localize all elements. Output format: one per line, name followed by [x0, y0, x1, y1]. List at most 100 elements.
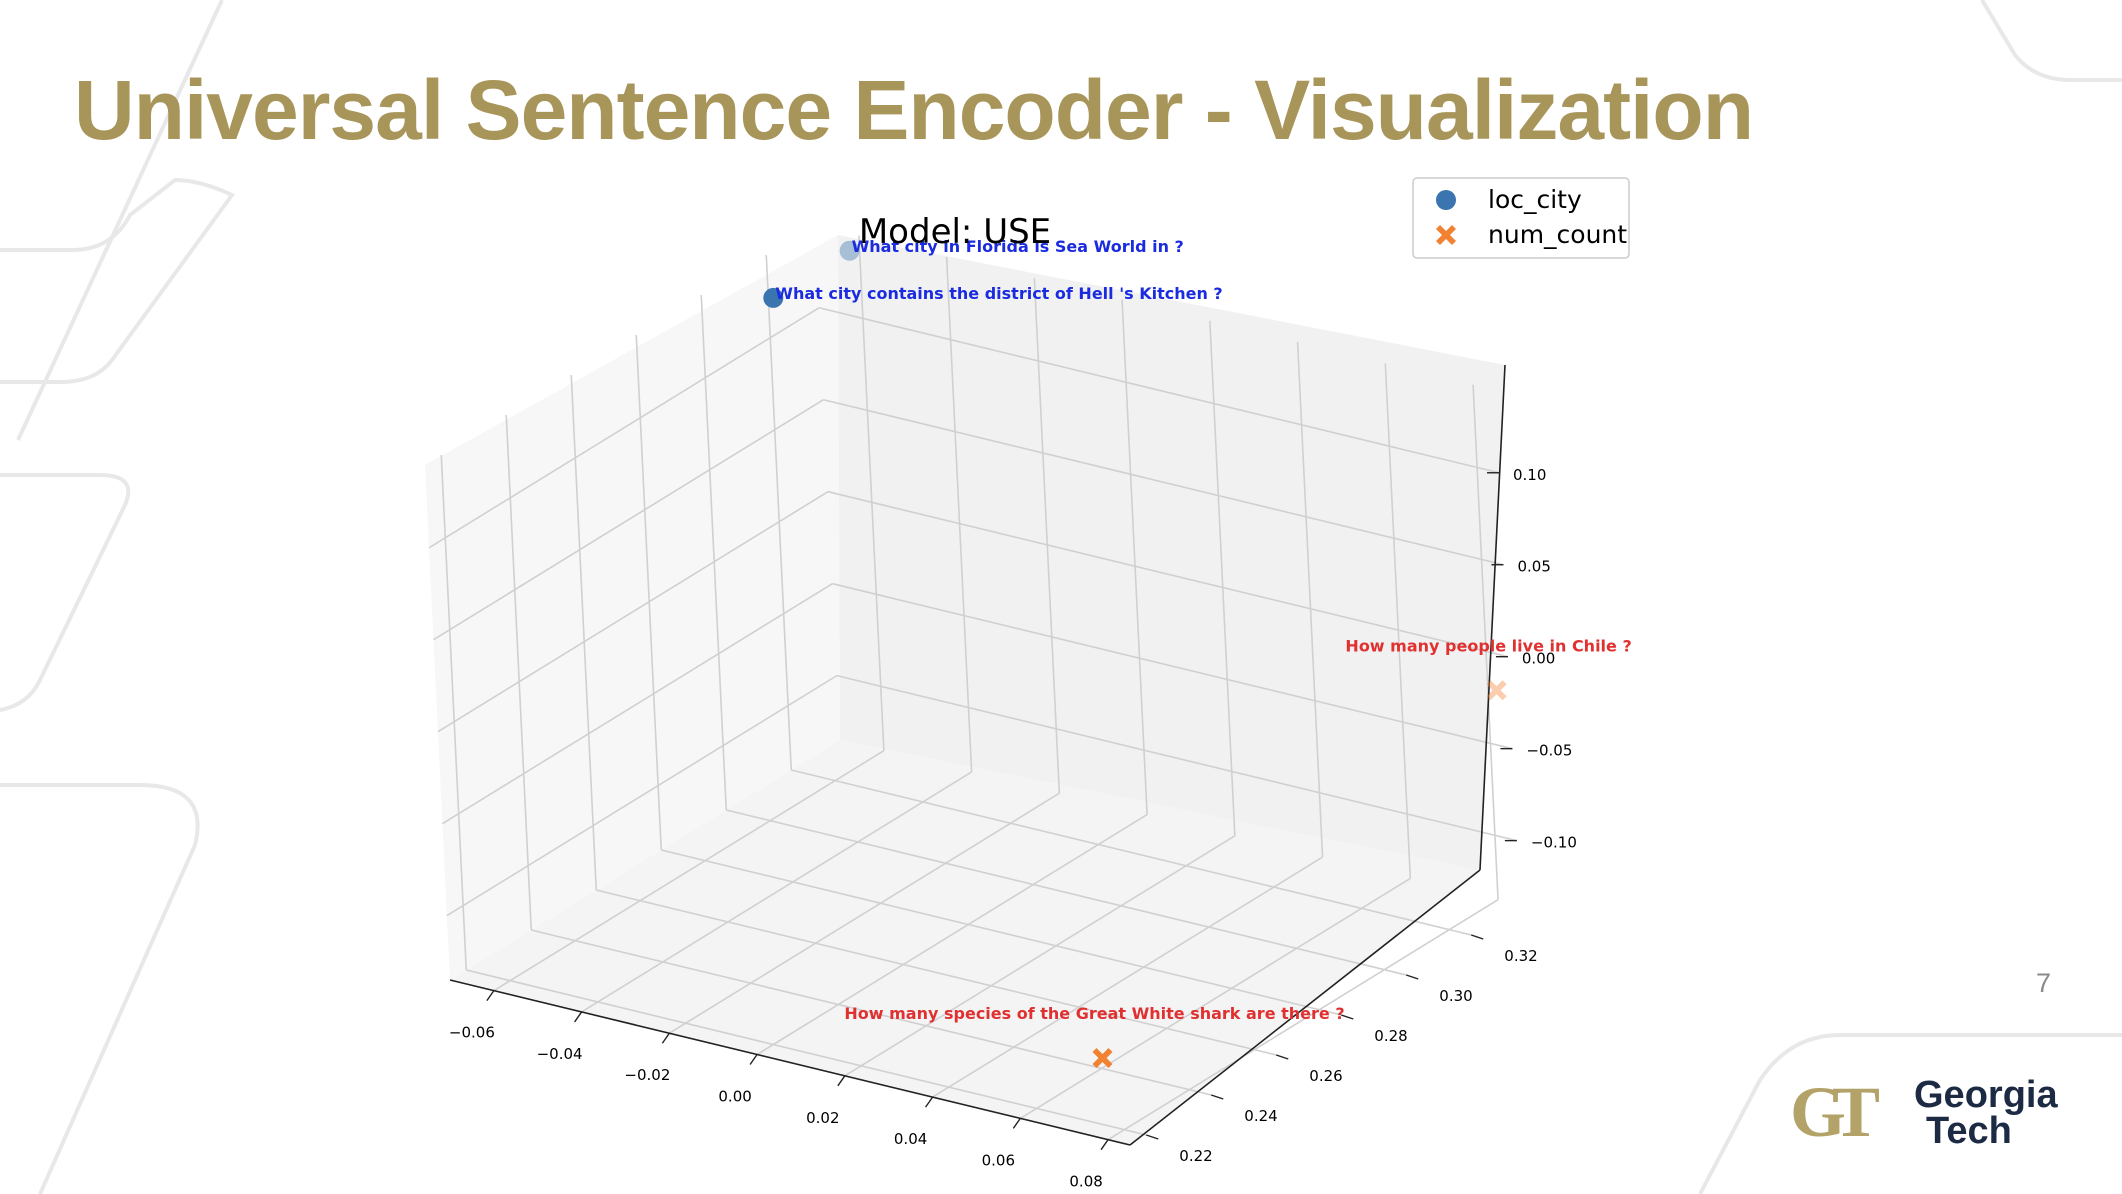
gridline-z-left [428, 307, 820, 549]
num-count-point-0-label: How many species of the Great White shar… [844, 1004, 1344, 1023]
gridline-x-back [1296, 342, 1324, 858]
y-tick-mark [1471, 934, 1484, 940]
loc-city-point-1 [839, 240, 860, 261]
left-wall-pane [425, 235, 840, 980]
gridline-z-left [433, 399, 824, 641]
gridline-z-back [836, 674, 1518, 842]
data-points [763, 240, 1507, 1068]
gridline-x-back [1472, 384, 1499, 900]
gridline-z-back [827, 490, 1509, 658]
gridlines [428, 235, 1518, 1141]
num-count-point-1 [1486, 680, 1507, 701]
gridline-y-floor [531, 929, 1212, 1096]
gridline-x-floor [844, 835, 1236, 1077]
y-tick-label: 0.30 [1439, 987, 1472, 1005]
legend-marker-loc-city [1436, 190, 1456, 210]
gridline-y-floor [726, 809, 1407, 976]
y-tick-label: 0.32 [1504, 947, 1537, 965]
gridline-z-left [437, 491, 829, 733]
point-annotations: What city contains the district of Hell … [775, 237, 1631, 1023]
gridline-x-back [1121, 299, 1148, 815]
x-tick-mark [661, 1032, 670, 1044]
floor-pane [450, 740, 1480, 1145]
z-tick-label: −0.05 [1526, 742, 1572, 760]
gt-logo-mark: GT [1790, 1072, 1880, 1152]
legend: loc_city num_count [1412, 177, 1630, 259]
x-tick-label: −0.06 [449, 1024, 495, 1042]
gridline-y-floor [466, 969, 1147, 1136]
logo-word-tech: Tech [1926, 1110, 2012, 1152]
gridline-y-left [440, 454, 468, 971]
gridline-y-left [700, 294, 728, 811]
gridline-x-back [1209, 320, 1236, 836]
x-tick-label: 0.00 [718, 1088, 751, 1106]
x-tick-mark [749, 1054, 758, 1065]
gridline-x-floor [1019, 877, 1411, 1120]
y-tick-label: 0.26 [1309, 1067, 1342, 1085]
gridline-x-floor [756, 813, 1148, 1056]
x-tick-label: 0.04 [894, 1130, 927, 1148]
logo-word-georgia: Georgia [1914, 1074, 2058, 1116]
z-tick-label: 0.05 [1518, 558, 1551, 576]
loc-city-point-0 [763, 287, 784, 308]
gridline-y-left [570, 374, 598, 891]
loc-city-point-1-label: What city in Florida is Sea World in ? [852, 237, 1184, 256]
tick-labels: −0.06 −0.04 −0.02 0.00 0.02 0.04 0.06 0.08 0.22 0… [449, 466, 1577, 1191]
gridline-x-back [1384, 363, 1412, 879]
gridline-y-left [505, 414, 533, 931]
x-tick-label: 0.08 [1069, 1173, 1102, 1191]
y-tick-mark [1406, 974, 1419, 980]
y-tick-label: 0.22 [1179, 1147, 1212, 1165]
x-tick-mark [1012, 1117, 1021, 1129]
gridline-z-back [818, 306, 1500, 474]
legend-marker-num-count [1436, 225, 1456, 245]
x-tick-mark [1100, 1139, 1109, 1151]
gridline-x-floor [932, 856, 1323, 1098]
gridline-x-back [1033, 278, 1061, 794]
legend-label-num-count: num_count [1488, 220, 1627, 249]
x-tick-mark [925, 1096, 934, 1108]
gridline-x-floor [581, 771, 973, 1013]
x-tick-mark [837, 1075, 846, 1087]
gridline-z-back [832, 582, 1513, 750]
x-tick-label: −0.04 [537, 1045, 583, 1063]
gridline-x-back [945, 256, 973, 772]
gridline-y-floor [661, 849, 1342, 1016]
page-number: 7 [2036, 968, 2052, 998]
x-tick-label: 0.02 [806, 1109, 839, 1127]
slide-title: Universal Sentence Encoder - Visualizati… [74, 63, 1754, 157]
gridline-x-floor [668, 792, 1060, 1034]
gridline-y-floor [596, 889, 1277, 1056]
z-axis-line [1479, 364, 1506, 871]
x-tick-label: 0.06 [982, 1151, 1015, 1169]
gridline-z-left [446, 674, 838, 917]
georgia-tech-logo: GT Georgia Tech [1790, 1072, 2060, 1152]
z-tick-label: −0.10 [1531, 834, 1577, 852]
gridline-z-back [823, 398, 1504, 566]
y-tick-mark [1276, 1054, 1289, 1060]
gridline-x-back [858, 235, 885, 751]
y-tick-mark [1341, 1014, 1354, 1020]
gridline-x-floor [1107, 898, 1499, 1141]
back-wall-pane [838, 235, 1505, 870]
gridline-y-floor [791, 769, 1472, 936]
gridline-x-floor [493, 749, 885, 992]
y-tick-mark [1211, 1094, 1224, 1100]
loc-city-point-0-label: What city contains the district of Hell … [775, 284, 1222, 303]
legend-label-loc-city: loc_city [1488, 185, 1582, 214]
gridline-y-left [635, 334, 663, 851]
legend-frame [1412, 177, 1630, 259]
gridline-z-left [441, 582, 833, 825]
num-count-point-1-label: How many people live in Chile ? [1345, 636, 1631, 655]
x-axis-line [449, 979, 1131, 1146]
axis-panes [425, 235, 1505, 1145]
z-tick-label: 0.10 [1513, 466, 1546, 484]
axis-lines [449, 364, 1506, 1146]
x-tick-mark [486, 990, 495, 1002]
gridline-y-left [765, 254, 793, 771]
x-tick-label: −0.02 [624, 1066, 670, 1084]
z-tick-label: 0.00 [1522, 650, 1555, 668]
num-count-point-0 [1092, 1048, 1113, 1068]
x-tick-mark [574, 1011, 583, 1023]
